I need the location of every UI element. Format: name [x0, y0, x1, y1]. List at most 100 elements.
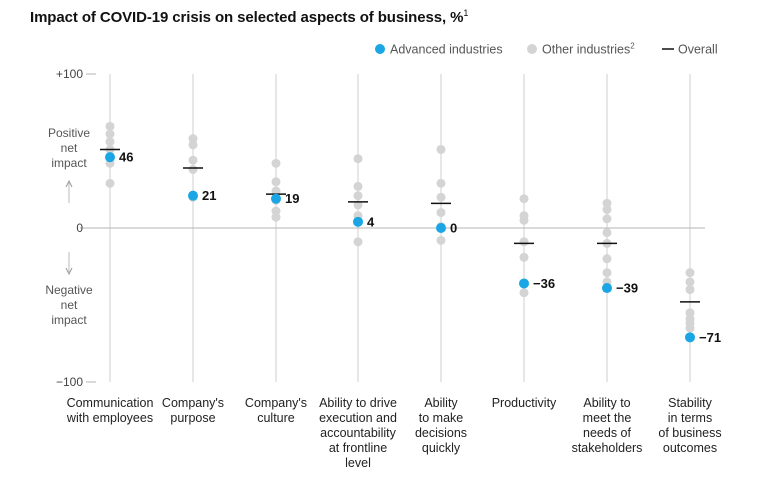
- other-industry-dot-5-0: [519, 194, 529, 204]
- category-label-4-1: to make: [419, 411, 464, 425]
- advanced-value-label-3: 4: [367, 214, 375, 229]
- category-label-1-1: purpose: [170, 411, 215, 425]
- advanced-value-label-6: −39: [616, 281, 638, 296]
- category-label-7-2: of business: [658, 426, 721, 440]
- legend-label-0: Advanced industries: [390, 43, 503, 57]
- advanced-value-label-2: 19: [285, 191, 299, 206]
- chart-title-footnote: 1: [463, 8, 469, 18]
- other-industry-dot-2-1: [271, 177, 281, 187]
- other-industry-dot-2-4: [271, 206, 281, 216]
- category-label-6-0: Ability to: [583, 396, 630, 410]
- category-label-0-0: Communication: [67, 396, 154, 410]
- other-industry-dot-5-3: [519, 237, 529, 247]
- other-industry-dot-4-2: [436, 192, 446, 202]
- other-industry-dot-0-0: [105, 121, 115, 131]
- other-industry-dot-7-6: [685, 323, 695, 333]
- other-industry-dot-7-2: [685, 285, 695, 295]
- other-industry-dot-7-1: [685, 277, 695, 287]
- negative-arrow-head: [65, 267, 73, 276]
- category-label-2-0: Company's: [245, 396, 307, 410]
- advanced-industry-dot-6: [602, 283, 612, 294]
- y-annotation-positive-0: Positive: [48, 126, 90, 140]
- advanced-industry-dot-0: [105, 152, 115, 163]
- other-industry-dot-3-3: [353, 200, 363, 210]
- category-label-3-4: level: [345, 456, 371, 470]
- y-annotation-negative-2: impact: [51, 313, 87, 327]
- category-label-6-1: meet the: [583, 411, 632, 425]
- category-label-0-1: with employees: [66, 411, 153, 425]
- advanced-industry-dot-1: [188, 190, 198, 201]
- advanced-value-label-0: 46: [119, 150, 133, 165]
- chart-title: Impact of COVID-19 crisis on selected as…: [30, 8, 468, 26]
- legend-label-2: Overall: [678, 43, 718, 57]
- other-industry-dot-5-4: [519, 252, 529, 262]
- advanced-value-label-7: −71: [699, 330, 721, 345]
- other-industry-dot-3-5: [353, 237, 363, 247]
- other-industry-dot-2-2: [271, 186, 281, 196]
- category-label-6-2: needs of: [583, 426, 631, 440]
- legend-marker-0: [375, 44, 385, 54]
- advanced-value-label-5: −36: [533, 276, 555, 291]
- category-label-7-3: outcomes: [663, 441, 717, 455]
- category-label-7-1: in terms: [668, 411, 712, 425]
- legend-label-1: Other industries2: [542, 42, 635, 57]
- other-industry-dot-1-3: [188, 164, 198, 174]
- y-annotation-negative-0: Negative: [45, 283, 93, 297]
- advanced-industry-dot-7: [685, 332, 695, 343]
- other-industry-dot-4-5: [436, 235, 446, 245]
- y-annotation-positive-2: impact: [51, 156, 87, 170]
- category-label-6-3: stakeholders: [572, 441, 643, 455]
- other-industry-dot-7-3: [685, 308, 695, 318]
- advanced-value-label-4: 0: [450, 221, 457, 236]
- category-label-4-3: quickly: [422, 441, 461, 455]
- advanced-industry-dot-5: [519, 278, 529, 289]
- legend-marker-1: [527, 44, 537, 54]
- advanced-industry-dot-2: [271, 193, 281, 204]
- other-industry-dot-2-5: [271, 212, 281, 222]
- category-label-5-0: Productivity: [492, 396, 557, 410]
- other-industry-dot-6-2: [602, 214, 612, 224]
- other-industry-dot-4-1: [436, 178, 446, 188]
- chart-title-text: Impact of COVID-19 crisis on selected as…: [30, 9, 464, 26]
- advanced-industry-dot-3: [353, 216, 363, 227]
- y-tick-label-2: −100: [56, 375, 83, 389]
- y-tick-label-0: +100: [56, 67, 83, 81]
- other-industry-dot-6-1: [602, 205, 612, 215]
- other-industry-dot-4-3: [436, 208, 446, 218]
- other-industry-dot-1-0: [188, 134, 198, 144]
- category-label-2-1: culture: [257, 411, 295, 425]
- other-industry-dot-0-2: [105, 137, 115, 147]
- legend-footnote-1: 2: [630, 42, 635, 51]
- other-industry-dot-6-0: [602, 198, 612, 208]
- other-industry-dot-3-2: [353, 191, 363, 201]
- category-label-4-0: Ability: [424, 396, 458, 410]
- category-label-3-2: accountability: [320, 426, 396, 440]
- advanced-value-label-1: 21: [202, 188, 216, 203]
- category-label-3-0: Ability to drive: [319, 396, 397, 410]
- other-industry-dot-4-0: [436, 144, 446, 154]
- other-industry-dot-2-0: [271, 158, 281, 168]
- category-label-4-2: decisions: [415, 426, 467, 440]
- other-industry-dot-0-1: [105, 129, 115, 139]
- advanced-industry-dot-4: [436, 223, 446, 233]
- other-industry-dot-3-0: [353, 154, 363, 164]
- other-industry-dot-1-1: [188, 140, 198, 150]
- other-industry-dot-5-6: [519, 288, 529, 298]
- category-label-1-0: Company's: [162, 396, 224, 410]
- other-industry-dot-6-5: [602, 254, 612, 264]
- other-industry-dot-1-2: [188, 155, 198, 165]
- category-label-7-0: Stability: [668, 396, 713, 410]
- y-tick-label-1: 0: [76, 221, 83, 235]
- category-label-3-3: at frontline: [329, 441, 387, 455]
- other-industry-dot-5-2: [519, 215, 529, 225]
- y-annotation-positive-1: net: [61, 141, 78, 155]
- y-annotation-negative-1: net: [61, 298, 78, 312]
- other-industry-dot-6-3: [602, 228, 612, 238]
- category-label-3-1: execution and: [319, 411, 397, 425]
- other-industry-dot-6-6: [602, 268, 612, 278]
- other-industry-dot-7-0: [685, 268, 695, 278]
- positive-arrow-head: [65, 179, 73, 188]
- other-industry-dot-0-5: [105, 178, 115, 188]
- other-industry-dot-3-1: [353, 181, 363, 191]
